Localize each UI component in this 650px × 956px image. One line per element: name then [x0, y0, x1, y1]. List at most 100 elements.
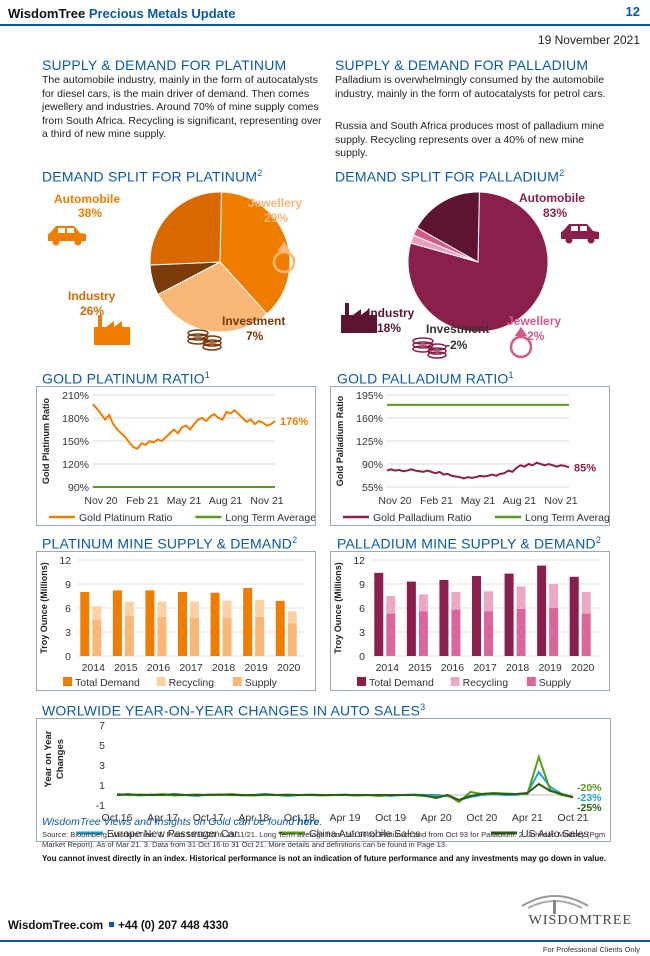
gold-platinum-ytick: 90% [68, 482, 89, 494]
gold-platinum-legend-long-term-average: Long Term Average [225, 512, 316, 524]
platinum-pie-chart: Automobile 38% Jewellery 29% Industry 26… [48, 191, 302, 351]
gold-palladium-chart: 195% 160% 125% 90% 55% Gold Palladium Ratio No… [330, 386, 610, 526]
gold-palladium-line-gold-palladium-ratio [386, 461, 570, 480]
palladium-supply-legend-recycling: Recycling [463, 677, 509, 689]
gold-palladium-ytick: 55% [362, 482, 383, 494]
footer-rule [0, 940, 650, 942]
views-line: WisdomTree Views and Insights on Gold ca… [42, 816, 323, 828]
platinum-pie-title: DEMAND SPLIT FOR PLATINUM2 [42, 168, 263, 185]
auto-end-label: -20% [577, 782, 602, 794]
platinum-slice-industry [149, 191, 222, 266]
palladium-supply-bar-demand [569, 576, 579, 656]
platinum-slice-jewellery [157, 261, 268, 333]
auto-xtick: Apr 21 [512, 812, 543, 824]
platinum-supply-ytick: 9 [65, 579, 71, 591]
platinum-supply-ytick: 6 [65, 603, 71, 615]
platinum-supply-bar-demand [145, 590, 155, 656]
header-title: WisdomTree Precious Metals Update [8, 6, 235, 21]
palladium-supply-xtick: 2020 [571, 662, 595, 674]
gold-palladium-ytick: 195% [356, 390, 383, 402]
gold-platinum-legend-gold-platinum-ratio: Gold Platinum Ratio [79, 512, 173, 524]
auto-ylabel-line1: Year on Year [43, 730, 54, 787]
auto-legend-china-automobile-sales: China Automobile Sales [309, 828, 421, 840]
platinum-supply-title: PLATINUM MINE SUPPLY & DEMAND2 [42, 535, 298, 552]
platinum-supply-legend-recycling: Recycling [169, 677, 215, 689]
palladium-supply-xtick: 2015 [408, 662, 432, 674]
platinum-supply-bar-demand [275, 600, 285, 656]
footer-contact: WisdomTree.com +44 (0) 207 448 4330 [8, 920, 228, 932]
palladium-supply-bar-recycling [549, 584, 559, 608]
coins-icon [412, 337, 447, 359]
platinum-supply-bar-recycling [124, 601, 134, 616]
auto-legend-europe-new-passenger-car: Europe New Passenger Car [107, 828, 238, 840]
palladium-intro-text-2: Russia and South Africa produces most of… [335, 120, 605, 159]
palladium-supply-ytick: 6 [359, 603, 365, 615]
auto-xtick: Oct 21 [558, 812, 589, 824]
platinum-supply-xtick: 2019 [244, 662, 268, 674]
platinum-supply-bar-supply [287, 623, 297, 656]
website-link[interactable]: WisdomTree.com [8, 920, 104, 932]
palladium-supply-bar-supply [418, 611, 428, 656]
palladium-intro-text-1: Palladium is overwhelmingly consumed by … [335, 74, 606, 100]
palladium-pie-title: DEMAND SPLIT FOR PALLADIUM2 [335, 168, 565, 185]
platinum-supply-xtick: 2017 [179, 662, 203, 674]
platinum-supply-legend-supply: Supply [245, 677, 278, 689]
platinum-supply-bar-demand [80, 592, 90, 656]
palladium-slice-automobile [407, 191, 549, 333]
platinum-supply-ytick: 12 [59, 555, 71, 567]
pall-slice-value-automobile: 83% [543, 206, 567, 220]
report-title: Precious Metals Update [88, 6, 236, 21]
gold-palladium-legend-long-term-average: Long Term Average [525, 512, 610, 524]
auto-ylabel-line2: Changes [55, 739, 66, 779]
report-date: 19 November 2021 [537, 33, 640, 47]
pall-slice-value-investment: -2% [446, 338, 468, 352]
platinum-supply-legend-swatch [232, 677, 242, 686]
pall-slice-label-jewellery: Jewellery [507, 314, 561, 328]
palladium-supply-bar-recycling [386, 596, 396, 614]
car-icon [561, 224, 599, 244]
platinum-supply-bar-demand [210, 592, 220, 656]
pall-slice-value-industry: 18% [377, 321, 401, 335]
header-rule [0, 24, 650, 26]
platinum-supply-ylabel: Troy Ounce (Millions) [39, 562, 49, 654]
gold-platinum-xtick: Feb 21 [126, 495, 159, 507]
platinum-supply-bar-recycling [255, 600, 265, 617]
disclaimer: You cannot invest directly in an index. … [42, 854, 606, 863]
palladium-supply-xtick: 2017 [473, 662, 497, 674]
palladium-supply-bar-demand [472, 576, 481, 656]
palladium-supply-xtick: 2014 [376, 662, 400, 674]
palladium-supply-ytick: 12 [353, 555, 365, 567]
plat-slice-value-jewellery: 29% [264, 211, 288, 225]
gold-platinum-xtick: Nov 20 [84, 495, 117, 507]
platinum-supply-bar-recycling [190, 601, 199, 618]
platinum-supply-legend-swatch [63, 677, 72, 686]
phone-number: +44 (0) 207 448 4330 [118, 920, 229, 932]
ring-icon [272, 241, 296, 274]
auto-xtick: Oct 20 [466, 812, 497, 824]
pall-slice-label-automobile: Automobile [519, 191, 585, 205]
palladium-supply-bar-supply [451, 609, 461, 656]
palladium-supply-ylabel: Troy Ounce (Millions) [333, 562, 343, 654]
auto-ytick: 7 [99, 720, 105, 732]
palladium-supply-bar-supply [516, 608, 526, 656]
platinum-section-title: SUPPLY & DEMAND FOR PLATINUM [42, 57, 287, 73]
plat-slice-label-jewellery: Jewellery [248, 196, 302, 210]
platinum-supply-bar-recycling [92, 606, 102, 620]
palladium-slice-industry [416, 191, 480, 263]
gold-palladium-xtick: Feb 21 [420, 495, 453, 507]
palladium-supply-ytick: 3 [359, 627, 365, 639]
tree-logo-icon [521, 895, 589, 914]
plat-slice-label-investment: Investment [222, 314, 285, 328]
gold-palladium-xtick: Aug 21 [503, 495, 536, 507]
palladium-supply-chart: 12 9 6 3 0 Troy Ounce (Millions) 2014 2015 2016 2… [330, 551, 610, 691]
car-icon [48, 226, 86, 246]
gold-palladium-xtick: May 21 [461, 495, 496, 507]
platinum-supply-bar-recycling [287, 611, 297, 624]
palladium-pie-chart: Automobile 83% Industry 18% Investment -… [341, 191, 599, 359]
gold-platinum-line-gold-platinum-ratio [92, 403, 276, 450]
here-link[interactable]: here [297, 816, 320, 828]
gold-platinum-ylabel: Gold Platinum Ratio [41, 398, 51, 485]
gold-palladium-xtick: Nov 20 [378, 495, 411, 507]
auto-legend-us-auto-sales: US Auto Sales [521, 828, 589, 840]
gold-platinum-ytick: 120% [62, 459, 89, 471]
